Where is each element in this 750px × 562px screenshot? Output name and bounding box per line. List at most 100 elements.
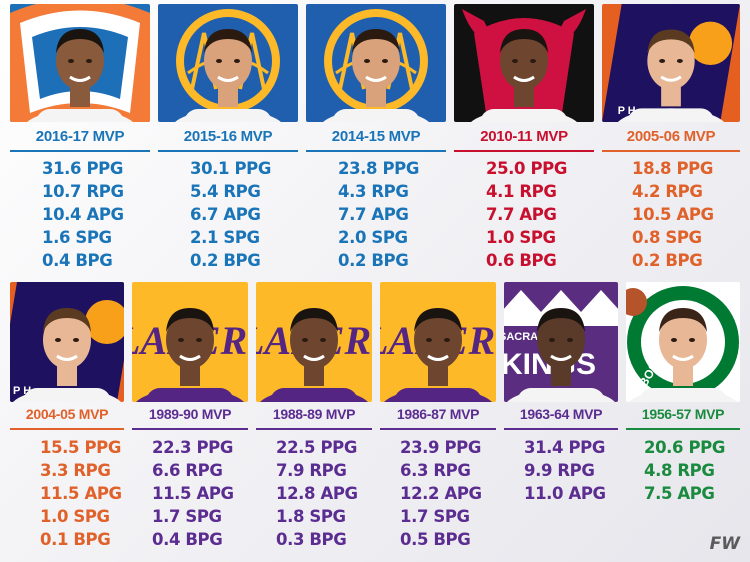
lakers-logo-icon: LAKERS <box>380 282 496 402</box>
stat-line: 0.1 BPG <box>40 530 111 549</box>
stat-line: 6.7 APG <box>190 205 261 224</box>
season-underline <box>504 428 618 430</box>
stat-line: 1.7 SPG <box>152 507 222 526</box>
player-portrait <box>323 29 429 122</box>
mvp-season-label: 2016-17 MVP <box>35 128 125 145</box>
stat-list: 20.6 PPG 4.8 RPG 7.5 APG <box>622 436 744 505</box>
player-portrait <box>27 29 133 122</box>
player-photo <box>158 4 298 122</box>
mvp-season-label: 1986-87 MVP <box>396 406 480 422</box>
stat-list: 31.6 PPG 10.7 RPG 10.4 APG 1.6 SPG 0.4 BPG <box>6 157 154 272</box>
player-portrait <box>259 308 369 402</box>
stat-list: 23.9 PPG 6.3 RPG 12.2 APG 1.7 SPG 0.5 BPG <box>376 436 500 551</box>
stat-list: 22.5 PPG 7.9 RPG 12.8 APG 1.8 SPG 0.3 BPG <box>252 436 376 551</box>
mvp-season-label: 1963-64 MVP <box>519 406 603 422</box>
player-portrait <box>383 308 493 402</box>
stat-line: 10.4 APG <box>42 205 124 224</box>
mvp-season-label: 2005-06 MVP <box>626 128 716 145</box>
stat-list: 15.5 PPG 3.3 RPG 11.5 APG 1.0 SPG 0.1 BPG <box>6 436 128 551</box>
player-portrait <box>617 29 725 122</box>
mvp-card: 2014-15 MVP 23.8 PPG 4.3 RPG 7.7 APG 2.0 SPG… <box>302 0 450 280</box>
stat-list: 31.4 PPG 9.9 RPG 11.0 APG <box>500 436 622 505</box>
stat-line: 9.9 RPG <box>524 461 595 480</box>
stat-line: 0.5 BPG <box>400 530 471 549</box>
stat-line: 7.9 RPG <box>276 461 347 480</box>
stat-line: 0.2 BPG <box>632 251 703 270</box>
mvp-season-label: 1988-89 MVP <box>272 406 356 422</box>
season-underline <box>132 428 248 430</box>
stat-line: 4.2 RPG <box>632 182 703 201</box>
bulls-logo-icon <box>454 4 594 122</box>
stat-line: 11.5 APG <box>40 484 122 503</box>
season-underline <box>10 150 150 152</box>
stat-line: 7.7 APG <box>338 205 409 224</box>
stat-line: 31.6 PPG <box>42 159 123 178</box>
stat-line: 0.4 BPG <box>152 530 223 549</box>
stat-list: 18.8 PPG 4.2 RPG 10.5 APG 0.8 SPG 0.2 BPG <box>598 157 744 272</box>
mvp-card: 2016-17 MVP 31.6 PPG 10.7 RPG 10.4 APG 1.6 S… <box>6 0 154 280</box>
stat-line: 5.4 RPG <box>190 182 261 201</box>
player-portrait <box>135 308 245 402</box>
season-underline <box>306 150 446 152</box>
stat-line: 10.5 APG <box>632 205 714 224</box>
player-photo: P H <box>10 282 124 402</box>
kings-logo-icon: SACRAMENTO KINGS <box>504 282 618 402</box>
stat-list: 23.8 PPG 4.3 RPG 7.7 APG 2.0 SPG 0.2 BPG <box>302 157 450 272</box>
mvp-card: BOSTON CELTICS 1956-57 MVP 20.6 PPG 4.8 RP… <box>622 280 744 562</box>
player-photo: SACRAMENTO KINGS <box>504 282 618 402</box>
mvp-season-label: 2004-05 MVP <box>25 406 109 422</box>
thunder-logo-icon <box>10 4 150 122</box>
stat-line: 1.8 SPG <box>276 507 346 526</box>
top-row: 2016-17 MVP 31.6 PPG 10.7 RPG 10.4 APG 1.6 S… <box>0 0 750 280</box>
lakers-logo-icon: LAKERS <box>256 282 372 402</box>
stat-line: 1.0 SPG <box>40 507 110 526</box>
stat-line: 0.8 SPG <box>632 228 702 247</box>
stat-line: 12.8 APG <box>276 484 358 503</box>
stat-line: 30.1 PPG <box>190 159 271 178</box>
player-portrait <box>175 29 281 122</box>
stat-line: 7.7 APG <box>486 205 557 224</box>
player-portrait <box>471 29 577 122</box>
lakers-logo-icon: LAKERS <box>132 282 248 402</box>
stat-line: 2.1 SPG <box>190 228 260 247</box>
stat-line: 0.6 BPG <box>486 251 557 270</box>
player-photo: LAKERS <box>256 282 372 402</box>
mvp-card: LAKERS 1988-89 MVP 22.5 PPG 7.9 RPG 12.8 AP… <box>252 280 376 562</box>
season-underline <box>256 428 372 430</box>
stat-line: 31.4 PPG <box>524 438 605 457</box>
stat-line: 7.5 APG <box>644 484 715 503</box>
bottom-row: P H 2004-05 MVP 15.5 PPG 3.3 RPG 11.5 APG 1.… <box>0 280 750 562</box>
stat-line: 23.8 PPG <box>338 159 419 178</box>
stat-line: 6.3 RPG <box>400 461 471 480</box>
stat-line: 11.0 APG <box>524 484 606 503</box>
suns-ph-text: P H <box>618 105 636 117</box>
mvp-season-label: 2015-16 MVP <box>183 128 273 145</box>
stat-line: 1.6 SPG <box>42 228 112 247</box>
player-photo: LAKERS <box>132 282 248 402</box>
season-underline <box>454 150 594 152</box>
stat-list: 30.1 PPG 5.4 RPG 6.7 APG 2.1 SPG 0.2 BPG <box>154 157 302 272</box>
stat-line: 1.7 SPG <box>400 507 470 526</box>
stat-line: 0.3 BPG <box>276 530 347 549</box>
warriors-logo-icon <box>306 4 446 122</box>
stat-line: 23.9 PPG <box>400 438 481 457</box>
suns-logo-icon: P H <box>10 282 124 402</box>
player-photo <box>306 4 446 122</box>
stat-line: 10.7 RPG <box>42 182 124 201</box>
fadeaway-world-watermark: FW <box>709 534 740 554</box>
player-photo: BOSTON CELTICS <box>626 282 740 402</box>
stat-line: 22.3 PPG <box>152 438 233 457</box>
season-underline <box>10 428 124 430</box>
player-portrait <box>12 308 122 402</box>
stat-line: 11.5 APG <box>152 484 234 503</box>
mvp-card: 2015-16 MVP 30.1 PPG 5.4 RPG 6.7 APG 2.1 SPG… <box>154 0 302 280</box>
stat-line: 15.5 PPG <box>40 438 121 457</box>
mvp-card: LAKERS 1989-90 MVP 22.3 PPG 6.6 RPG 11.5 AP… <box>128 280 252 562</box>
stat-line: 1.0 SPG <box>486 228 556 247</box>
mvp-season-label: 1989-90 MVP <box>148 406 232 422</box>
stat-line: 0.4 BPG <box>42 251 113 270</box>
player-photo <box>454 4 594 122</box>
suns-logo-icon: P H <box>602 4 740 122</box>
mvp-season-label: 2014-15 MVP <box>331 128 421 145</box>
celtics-logo-icon: BOSTON CELTICS <box>626 282 740 402</box>
